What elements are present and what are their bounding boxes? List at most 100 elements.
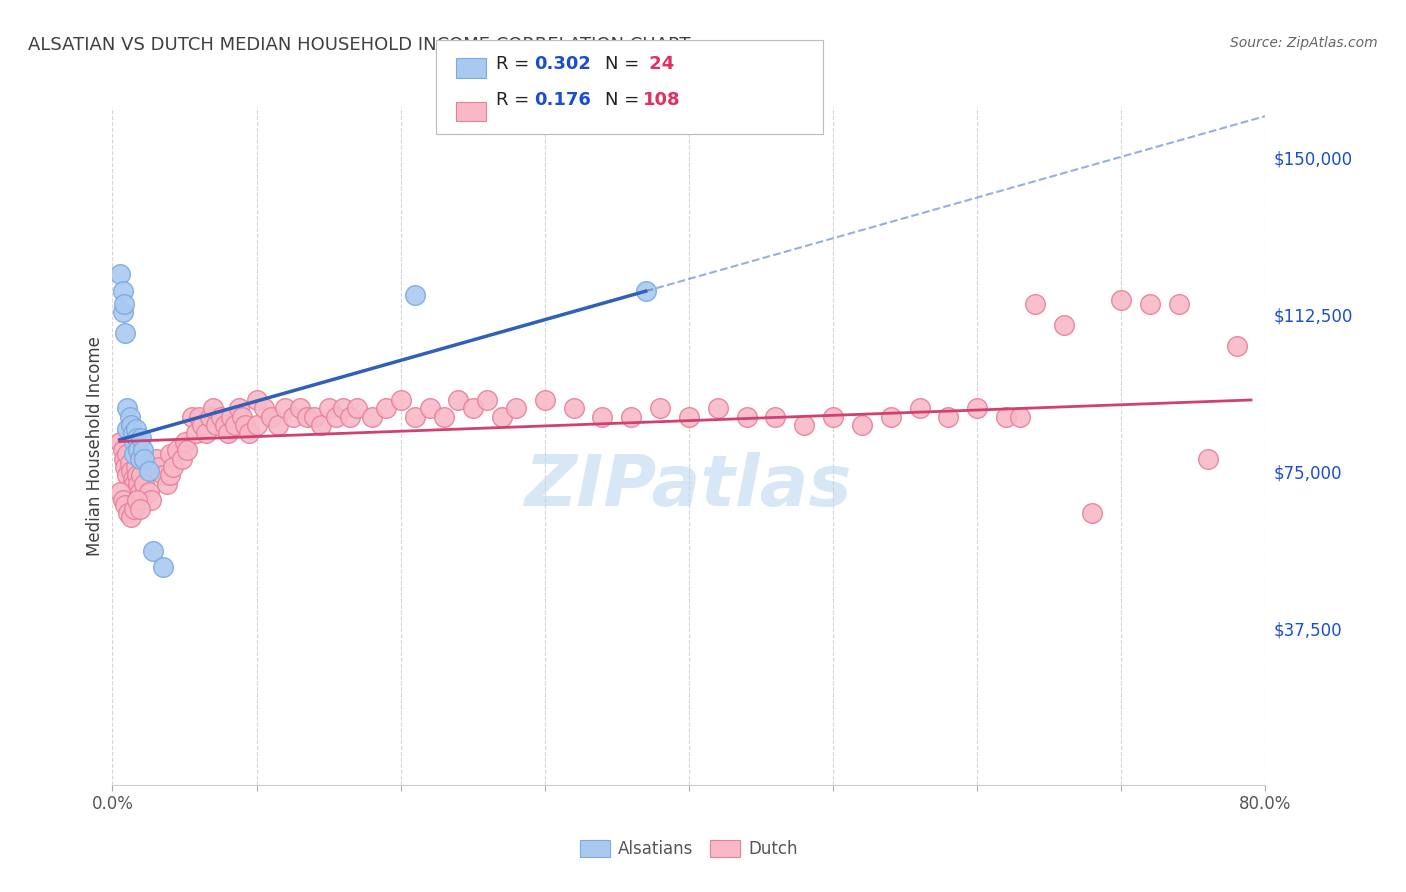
Point: [821, 409, 844, 424]
Point: [447, 392, 470, 407]
Point: [141, 493, 163, 508]
Point: [138, 485, 160, 500]
Point: [122, 476, 145, 491]
Text: R =: R =: [496, 55, 536, 73]
Point: [209, 409, 232, 424]
Point: [1024, 296, 1046, 310]
Point: [678, 409, 700, 424]
Point: [562, 401, 585, 416]
Point: [118, 456, 141, 470]
Point: [148, 459, 170, 474]
Point: [115, 447, 138, 461]
Point: [318, 401, 340, 416]
Text: 108: 108: [643, 91, 681, 109]
Text: 24: 24: [643, 55, 673, 73]
Point: [162, 459, 184, 474]
Point: [880, 409, 903, 424]
Point: [995, 409, 1018, 424]
Point: [205, 418, 228, 433]
Point: [1111, 293, 1133, 307]
Point: [1053, 318, 1076, 332]
Point: [125, 468, 148, 483]
Point: [115, 468, 138, 483]
Point: [214, 418, 236, 433]
Point: [128, 451, 150, 466]
Point: [707, 401, 730, 416]
Point: [134, 476, 156, 491]
Point: [461, 401, 484, 416]
Text: ALSATIAN VS DUTCH MEDIAN HOUSEHOLD INCOME CORRELATION CHART: ALSATIAN VS DUTCH MEDIAN HOUSEHOLD INCOM…: [28, 36, 690, 54]
Point: [634, 284, 657, 298]
Point: [793, 418, 815, 433]
Point: [121, 473, 143, 487]
Point: [404, 409, 426, 424]
Point: [274, 401, 297, 416]
Point: [908, 401, 931, 416]
Point: [159, 468, 181, 483]
Point: [288, 401, 311, 416]
Point: [966, 401, 988, 416]
Point: [120, 464, 142, 478]
Point: [228, 401, 250, 416]
Point: [173, 434, 195, 449]
Point: [145, 451, 167, 466]
Point: [121, 426, 143, 441]
Point: [114, 326, 136, 340]
Point: [120, 510, 142, 524]
Point: [176, 443, 198, 458]
Point: [936, 409, 959, 424]
Point: [224, 418, 246, 433]
Point: [246, 392, 269, 407]
Point: [129, 468, 153, 483]
Point: [1167, 296, 1189, 310]
Point: [311, 418, 333, 433]
Point: [191, 418, 214, 433]
Point: [170, 451, 193, 466]
Point: [122, 447, 145, 461]
Point: [118, 409, 141, 424]
Text: 0.176: 0.176: [534, 91, 591, 109]
Point: [134, 451, 156, 466]
Point: [108, 485, 131, 500]
Point: [534, 392, 557, 407]
Point: [129, 493, 153, 508]
Point: [620, 409, 643, 424]
Point: [159, 447, 181, 461]
Point: [1081, 506, 1104, 520]
Point: [200, 409, 222, 424]
Point: [360, 409, 382, 424]
Point: [152, 560, 174, 574]
Point: [231, 409, 253, 424]
Point: [122, 434, 145, 449]
Point: [592, 409, 614, 424]
Text: Source: ZipAtlas.com: Source: ZipAtlas.com: [1230, 36, 1378, 50]
Point: [1197, 451, 1219, 466]
Point: [1139, 296, 1161, 310]
Point: [267, 418, 290, 433]
Point: [851, 418, 873, 433]
Point: [117, 506, 139, 520]
Point: [346, 401, 368, 416]
Point: [281, 409, 304, 424]
Point: [111, 443, 134, 458]
Point: [111, 284, 134, 298]
Point: [404, 288, 426, 302]
Point: [253, 401, 276, 416]
Point: [112, 451, 135, 466]
Point: [152, 468, 174, 483]
Point: [166, 443, 188, 458]
Point: [132, 443, 155, 458]
Point: [184, 426, 207, 441]
Point: [217, 426, 239, 441]
Text: ZIPatlas: ZIPatlas: [526, 452, 852, 521]
Point: [127, 476, 149, 491]
Point: [115, 422, 138, 436]
Point: [304, 409, 326, 424]
Point: [112, 296, 135, 310]
Point: [419, 401, 441, 416]
Point: [1010, 409, 1032, 424]
Point: [138, 464, 160, 478]
Legend: Alsatians, Dutch: Alsatians, Dutch: [574, 833, 804, 864]
Point: [122, 501, 145, 516]
Point: [114, 498, 136, 512]
